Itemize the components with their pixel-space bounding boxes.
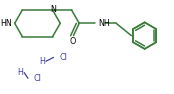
Text: HN: HN — [0, 19, 12, 28]
Text: H: H — [39, 57, 45, 66]
Text: N: N — [51, 5, 57, 14]
Text: O: O — [69, 37, 76, 46]
Text: NH: NH — [98, 19, 110, 28]
Text: Cl: Cl — [34, 74, 42, 83]
Text: Cl: Cl — [59, 53, 67, 62]
Text: H: H — [17, 68, 23, 77]
